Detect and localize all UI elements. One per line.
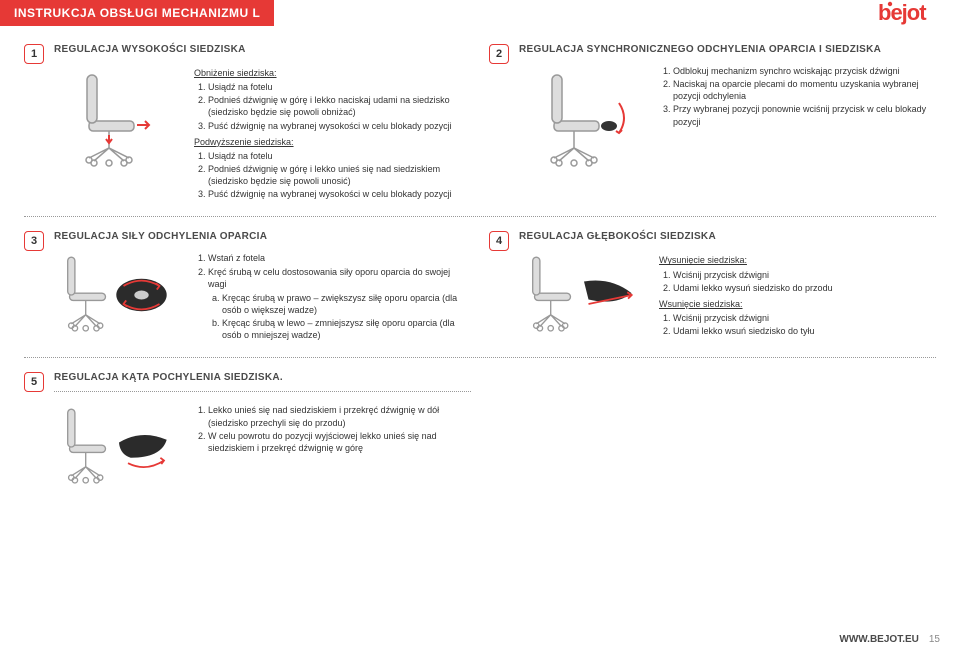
step: Wciśnij przycisk dźwigni (673, 269, 936, 281)
content: 1 REGULACJA WYSOKOŚCI SIEDZISKA (0, 26, 960, 506)
step: W celu powrotu do pozycji wyjściowej lek… (208, 430, 454, 454)
svg-text:bejot: bejot (878, 0, 927, 25)
section-2: 2 REGULACJA SYNCHRONICZNEGO ODCHYLENIA O… (489, 44, 936, 202)
step: Puść dźwignię na wybranej wysokości w ce… (208, 120, 471, 132)
step: Wciśnij przycisk dźwigni (673, 312, 936, 324)
chair-illustration (54, 63, 184, 173)
section-1: 1 REGULACJA WYSOKOŚCI SIEDZISKA (24, 44, 471, 202)
footer: WWW.BEJOT.EU 15 (839, 634, 940, 645)
step: Odblokuj mechanizm synchro wciskając prz… (673, 65, 936, 77)
chair-illustration (54, 250, 184, 340)
step: Udami lekko wysuń siedzisko do przodu (673, 282, 936, 294)
section-number: 1 (24, 44, 44, 64)
page-number: 15 (929, 634, 940, 645)
subheading: Wsunięcie siedziska: (659, 298, 936, 310)
row-1: 1 REGULACJA WYSOKOŚCI SIEDZISKA (24, 44, 936, 217)
section-5: 5 REGULACJA KĄTA POCHYLENIA SIEDZISKA. (24, 372, 471, 492)
section-title: REGULACJA WYSOKOŚCI SIEDZISKA (54, 44, 471, 55)
row-2: 3 REGULACJA SIŁY ODCHYLENIA OPARCIA (24, 231, 936, 358)
step: Lekko unieś się nad siedziskiem i przekr… (208, 404, 454, 428)
chair-illustration (519, 250, 649, 340)
section-number: 3 (24, 231, 44, 251)
substep: Kręcąc śrubą w prawo – zwiększysz siłę o… (222, 292, 471, 316)
section-number: 4 (489, 231, 509, 251)
brand-logo: bejot (878, 0, 948, 32)
section-3: 3 REGULACJA SIŁY ODCHYLENIA OPARCIA (24, 231, 471, 343)
header-title: INSTRUKCJA OBSŁUGI MECHANIZMU L (0, 0, 274, 26)
step: Naciskaj na oparcie plecami do momentu u… (673, 78, 936, 102)
section-4: 4 REGULACJA GŁĘBOKOŚCI SIEDZISKA (489, 231, 936, 343)
footer-url: WWW.BEJOT.EU (839, 634, 918, 645)
step: Wstań z fotela (208, 252, 471, 264)
instructions: Odblokuj mechanizm synchro wciskając prz… (659, 63, 936, 173)
subheading: Podwyższenie siedziska: (194, 136, 471, 148)
substep: Kręcąc śrubą w lewo – zmniejszysz siłę o… (222, 317, 471, 341)
step: Przy wybranej pozycji ponownie wciśnij p… (673, 103, 936, 127)
step: Puść dźwignię na wybranej wysokości w ce… (208, 188, 471, 200)
step: Kręć śrubą w celu dostosowania siły opor… (208, 266, 471, 342)
section-title: REGULACJA SYNCHRONICZNEGO ODCHYLENIA OPA… (519, 44, 936, 55)
section-title: REGULACJA SIŁY ODCHYLENIA OPARCIA (54, 231, 471, 242)
step: Podnieś dźwignię w górę i lekko naciskaj… (208, 94, 471, 118)
section-number: 2 (489, 44, 509, 64)
subheading: Obniżenie siedziska: (194, 67, 471, 79)
subheading: Wysunięcie siedziska: (659, 254, 936, 266)
chair-illustration (519, 63, 649, 173)
instructions: Wstań z fotela Kręć śrubą w celu dostoso… (194, 250, 471, 343)
step: Udami lekko wsuń siedzisko do tyłu (673, 325, 936, 337)
section-title: REGULACJA KĄTA POCHYLENIA SIEDZISKA. (54, 372, 471, 383)
instructions: Lekko unieś się nad siedziskiem i przekr… (194, 402, 454, 492)
instructions: Obniżenie siedziska: Usiądź na fotelu Po… (194, 63, 471, 202)
row-3: 5 REGULACJA KĄTA POCHYLENIA SIEDZISKA. (24, 372, 936, 506)
step: Usiądź na fotelu (208, 81, 471, 93)
section-number: 5 (24, 372, 44, 392)
chair-illustration (54, 402, 184, 492)
instructions: Wysunięcie siedziska: Wciśnij przycisk d… (659, 250, 936, 340)
section-title: REGULACJA GŁĘBOKOŚCI SIEDZISKA (519, 231, 936, 242)
step: Usiądź na fotelu (208, 150, 471, 162)
step: Podnieś dźwignię w górę i lekko unieś si… (208, 163, 471, 187)
